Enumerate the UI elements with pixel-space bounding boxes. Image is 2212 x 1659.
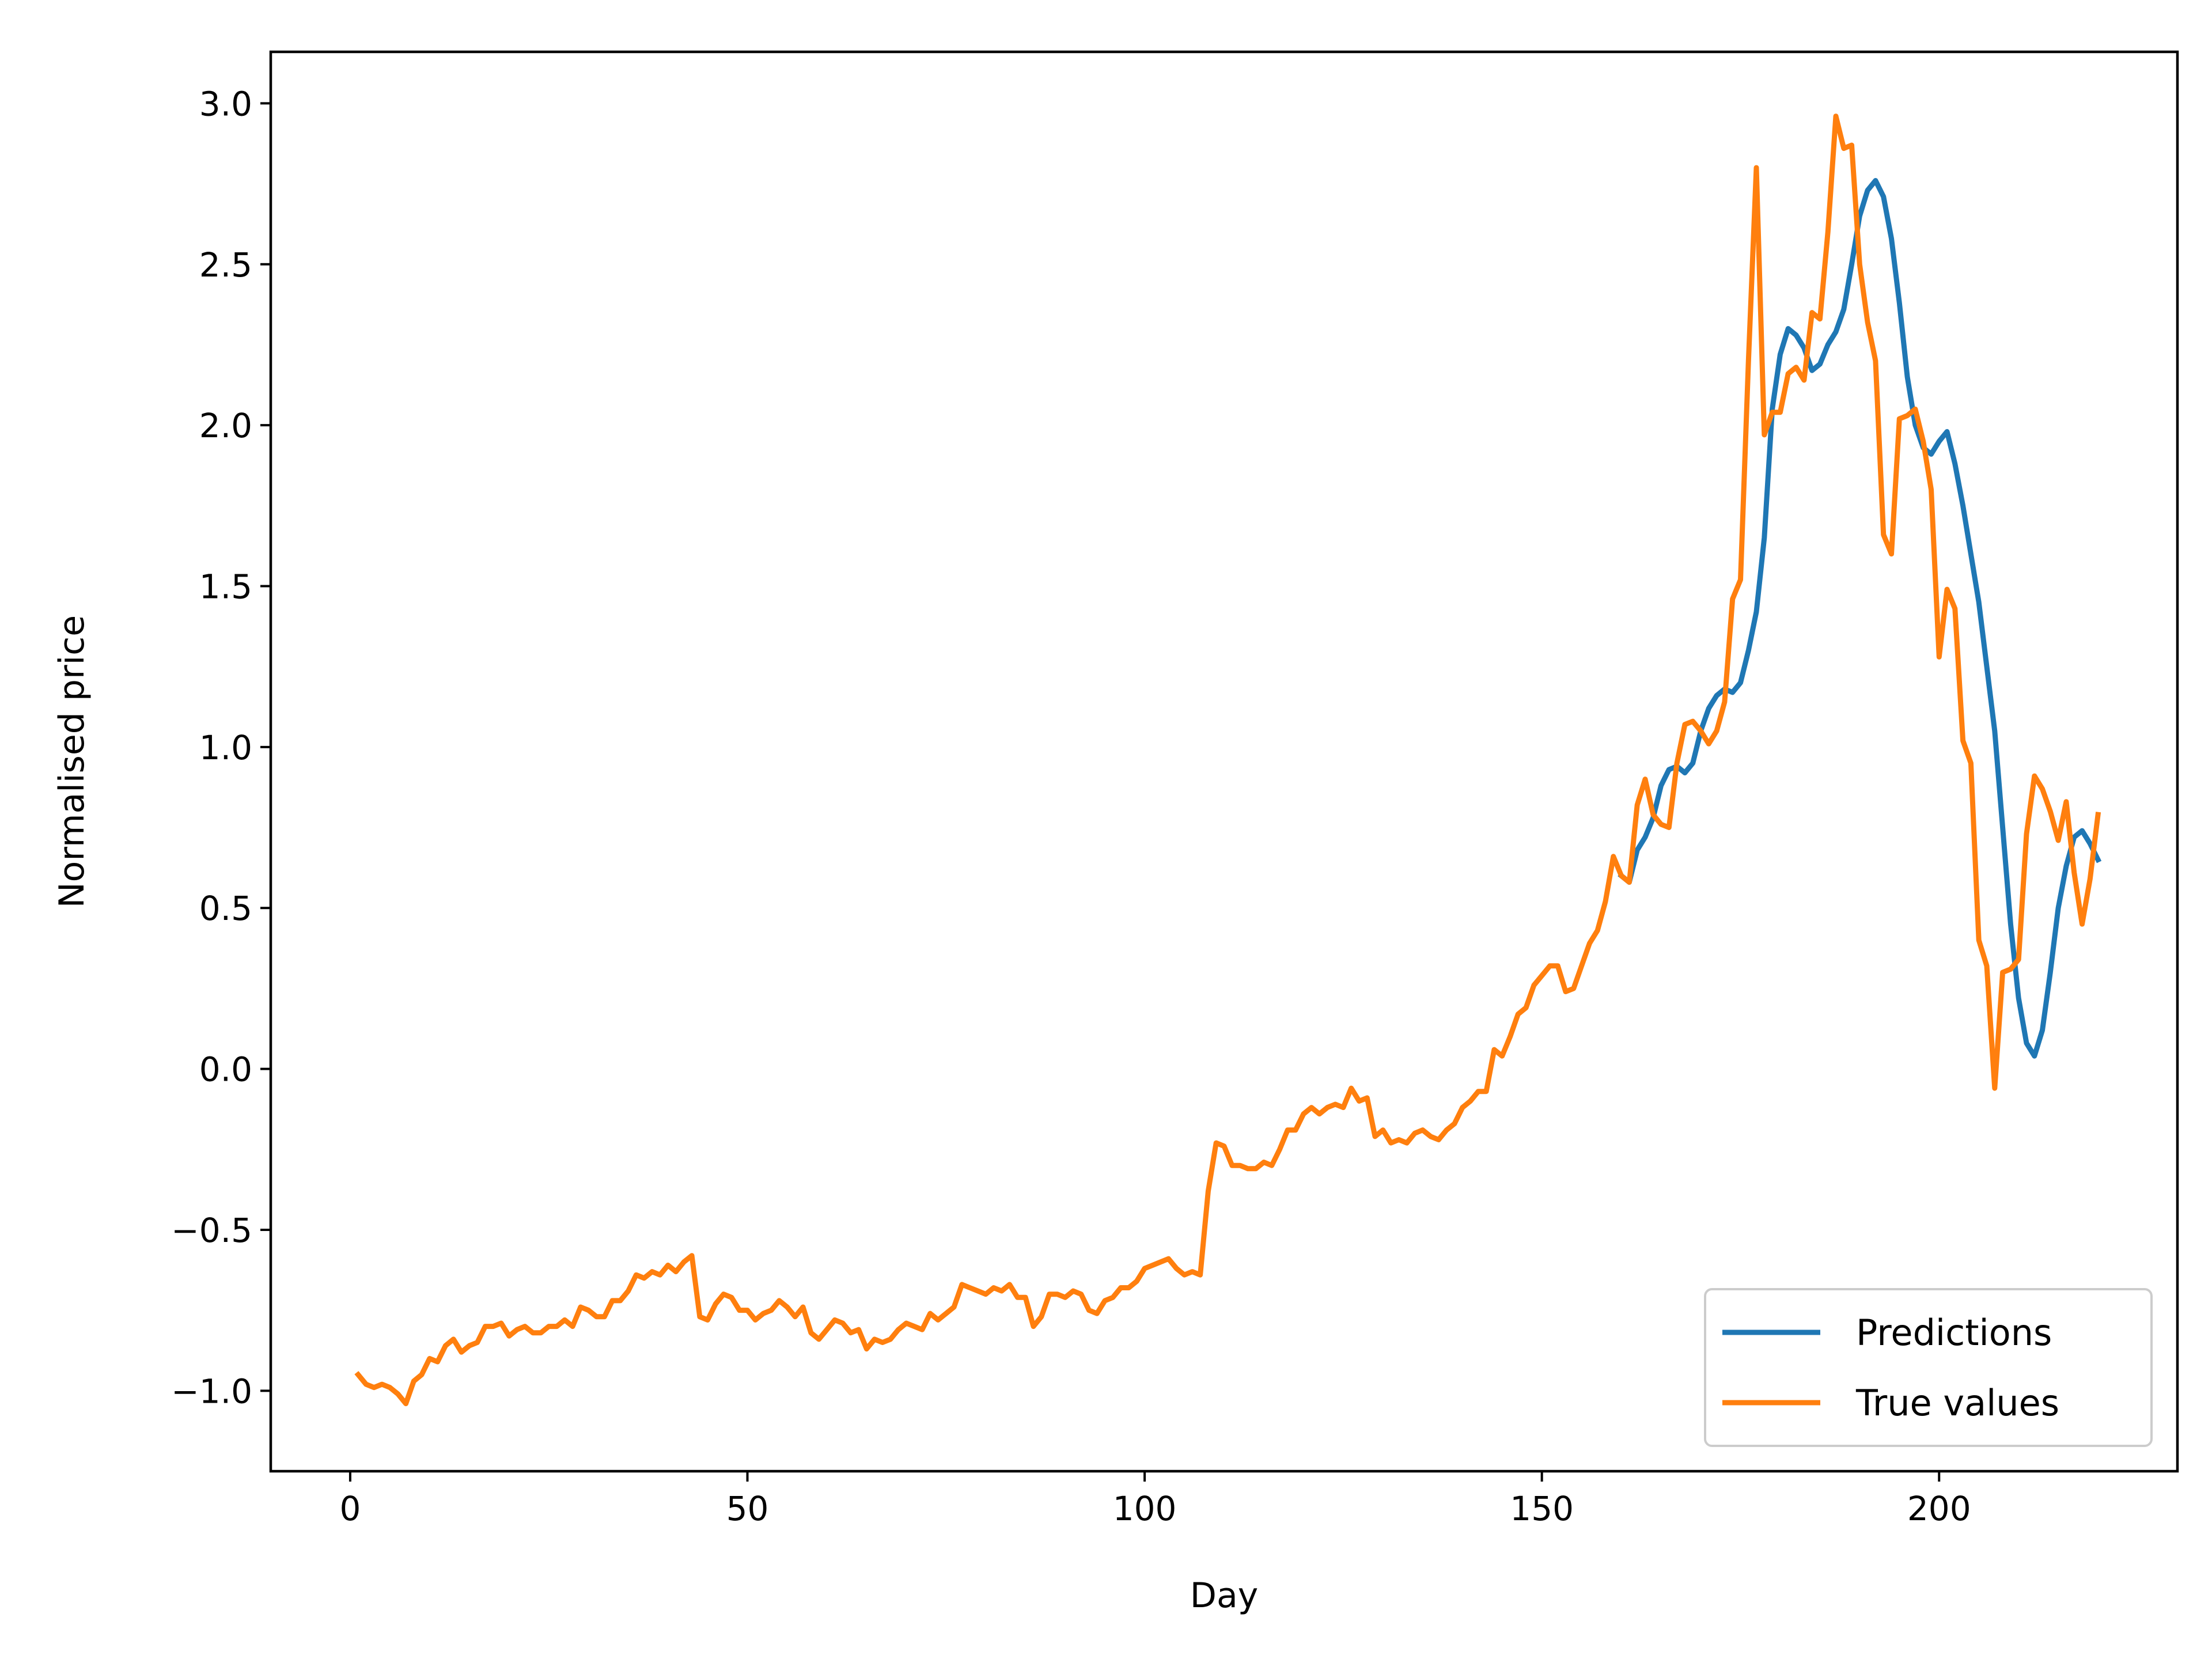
y-tick-label: 1.5 [199, 567, 252, 606]
legend-label-predictions: Predictions [1856, 1312, 2052, 1354]
y-tick-label: 2.5 [199, 245, 252, 285]
y-axis: −1.0 −0.5 0.0 0.5 1.0 1.5 2.0 2.5 3.0 [171, 84, 271, 1411]
y-axis-label: Normalised price [52, 615, 92, 908]
x-tick-label: 150 [1510, 1489, 1574, 1528]
y-tick-label: 2.0 [199, 406, 252, 445]
y-tick-label: 3.0 [199, 84, 252, 123]
legend-box [1704, 1288, 2153, 1447]
y-tick-label: 0.5 [199, 889, 252, 928]
legend: Predictions True values [1704, 1288, 2153, 1447]
x-tick-label: 0 [339, 1489, 361, 1528]
x-axis: 0 50 100 150 200 [339, 1471, 1971, 1528]
y-tick-label: 0.0 [199, 1050, 252, 1089]
plot-frame [269, 50, 2179, 1473]
x-tick-label: 200 [1907, 1489, 1971, 1528]
x-tick-label: 50 [726, 1489, 769, 1528]
y-tick-label: −0.5 [171, 1211, 252, 1250]
y-tick-label: 1.0 [199, 728, 252, 767]
x-tick-label: 100 [1113, 1489, 1177, 1528]
y-tick-label: −1.0 [171, 1372, 252, 1411]
series-group [354, 113, 2102, 1407]
series-line-true-values [354, 113, 2101, 1407]
x-axis-label: Day [1190, 1575, 1258, 1616]
legend-label-true-values: True values [1855, 1382, 2059, 1424]
